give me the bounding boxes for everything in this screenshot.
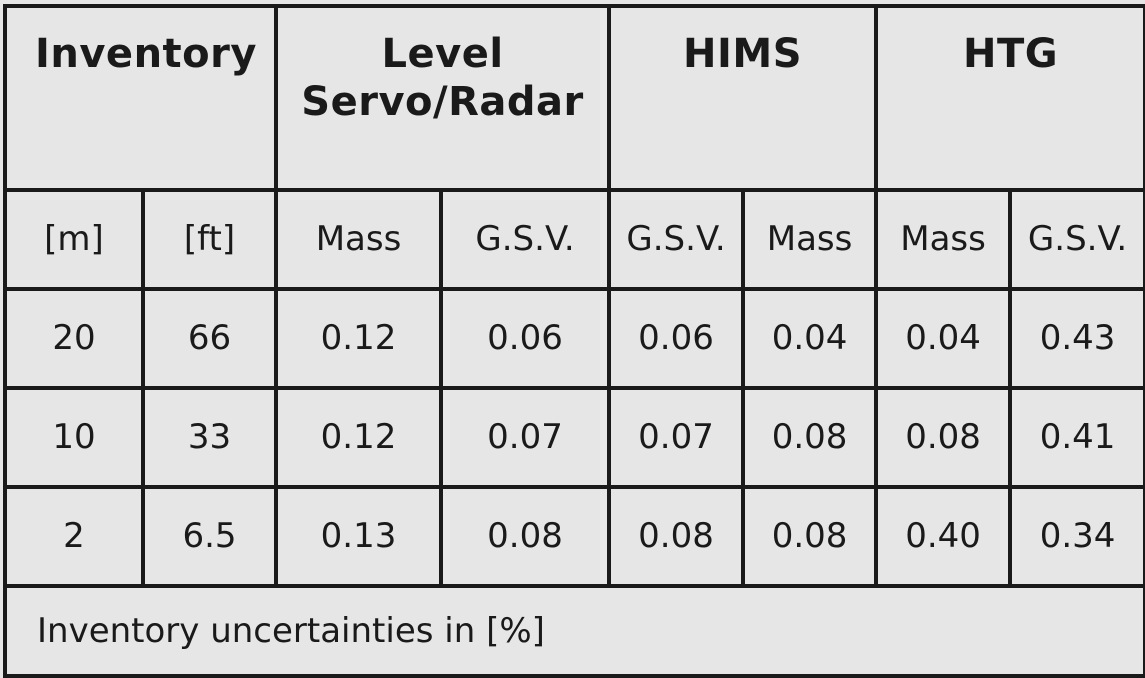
table-cell: 2 — [3, 485, 145, 588]
table-row: 2 6.5 0.13 0.08 0.08 0.08 0.40 0.34 — [3, 485, 1145, 588]
level-header-line2: Servo/Radar — [301, 79, 584, 125]
table-cell: 0.07 — [439, 386, 612, 489]
inventory-uncertainty-table: Inventory Level Servo/Radar HIMS HTG [m]… — [2, 4, 1145, 678]
table-cell: 0.34 — [1008, 485, 1145, 588]
hims-group-header: HIMS — [607, 4, 879, 192]
subheader-cell: G.S.V. — [1008, 188, 1145, 291]
table-row: 20 66 0.12 0.06 0.06 0.04 0.04 0.43 — [3, 287, 1145, 390]
table-cell: 6.5 — [140, 485, 279, 588]
level-header-line1: Level — [381, 31, 504, 77]
table-cell: 0.08 — [874, 386, 1013, 489]
table-cell: 20 — [3, 287, 145, 390]
table-cell: 0.08 — [741, 386, 879, 489]
table-cell: 0.04 — [741, 287, 879, 390]
table-cell: 0.06 — [439, 287, 612, 390]
table-cell: 0.13 — [274, 485, 444, 588]
table-cell: 0.12 — [274, 287, 444, 390]
subheader-cell: [m] — [3, 188, 145, 291]
table-cell: 0.43 — [1008, 287, 1145, 390]
subheader-cell: Mass — [874, 188, 1013, 291]
table-cell: 10 — [3, 386, 145, 489]
inventory-group-header: Inventory — [2, 4, 279, 192]
subheader-row: [m] [ft] Mass G.S.V. G.S.V. Mass Mass G.… — [3, 188, 1145, 291]
footer-row: Inventory uncertainties in [%] — [2, 584, 1145, 678]
table-cell: 0.08 — [741, 485, 879, 588]
subheader-cell: [ft] — [140, 188, 279, 291]
subheader-cell: Mass — [274, 188, 444, 291]
table-cell: 33 — [140, 386, 279, 489]
group-header-row: Inventory Level Servo/Radar HIMS HTG — [2, 4, 1145, 192]
table-cell: 0.07 — [607, 386, 746, 489]
table-cell: 0.40 — [874, 485, 1013, 588]
footer-note: Inventory uncertainties in [%] — [2, 584, 1145, 678]
htg-group-header: HTG — [874, 4, 1145, 192]
table-cell: 0.41 — [1008, 386, 1145, 489]
table-cell: 0.04 — [874, 287, 1013, 390]
table-cell: 0.08 — [439, 485, 612, 588]
table-cell: 0.06 — [607, 287, 746, 390]
subheader-cell: G.S.V. — [439, 188, 612, 291]
table-row: 10 33 0.12 0.07 0.07 0.08 0.08 0.41 — [3, 386, 1145, 489]
table-cell: 66 — [140, 287, 279, 390]
subheader-cell: G.S.V. — [607, 188, 746, 291]
table-cell: 0.12 — [274, 386, 444, 489]
level-servo-radar-group-header: Level Servo/Radar — [274, 4, 612, 192]
table-cell: 0.08 — [607, 485, 746, 588]
subheader-cell: Mass — [741, 188, 879, 291]
